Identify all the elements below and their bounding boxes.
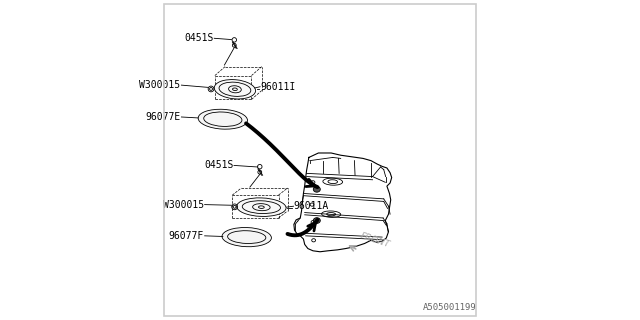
Ellipse shape: [214, 80, 255, 99]
Ellipse shape: [222, 228, 271, 247]
Text: 96077E: 96077E: [145, 112, 180, 122]
Ellipse shape: [314, 218, 320, 223]
Text: 96011I: 96011I: [260, 82, 296, 92]
Text: 0451S: 0451S: [204, 160, 234, 171]
Ellipse shape: [314, 187, 320, 192]
Ellipse shape: [198, 109, 248, 129]
Text: W300015: W300015: [140, 80, 180, 90]
Text: A505001199: A505001199: [422, 303, 476, 312]
Text: W300015: W300015: [163, 200, 204, 210]
Text: 96077F: 96077F: [168, 231, 204, 241]
Text: 0451S: 0451S: [184, 33, 213, 43]
Text: 96011A: 96011A: [294, 201, 329, 211]
Ellipse shape: [237, 198, 286, 216]
Text: FRONT: FRONT: [359, 232, 391, 250]
